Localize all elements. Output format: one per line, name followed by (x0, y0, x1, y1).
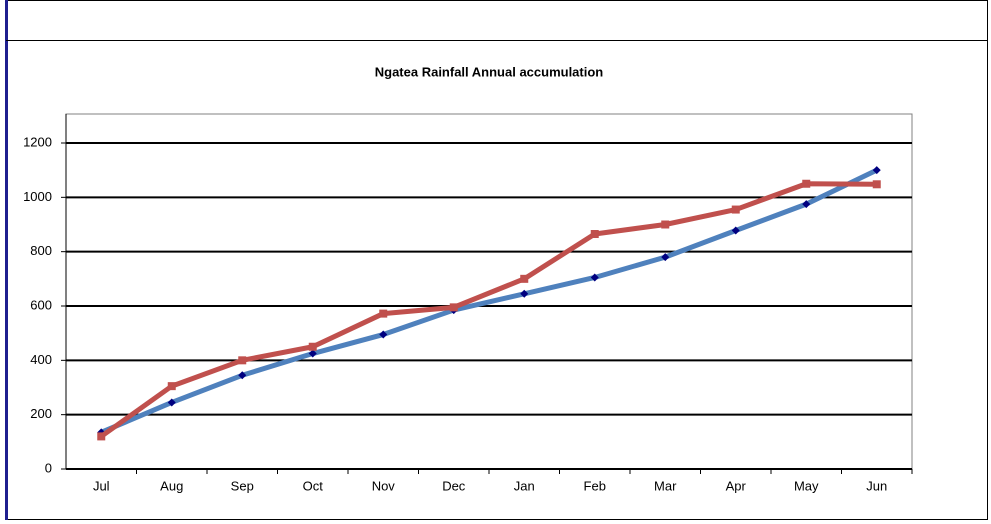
marker (449, 303, 458, 312)
series-line (99, 181, 877, 439)
x-tick-label: Nov (372, 478, 396, 493)
y-tick-label: 600 (30, 297, 52, 312)
x-tick-label: Sep (231, 478, 254, 493)
marker (661, 220, 670, 229)
marker (731, 226, 740, 235)
marker (872, 180, 881, 189)
marker (731, 205, 740, 214)
marker (238, 356, 247, 365)
x-tick-label: Oct (303, 478, 324, 493)
marker (520, 289, 529, 298)
marker (379, 309, 388, 318)
marker (661, 253, 670, 262)
y-tick-label: 800 (30, 243, 52, 258)
y-tick-label: 0 (45, 460, 52, 475)
x-tick-label: Mar (654, 478, 677, 493)
marker (97, 432, 106, 441)
marker (802, 200, 811, 209)
x-tick-label: Jul (93, 478, 110, 493)
marker (590, 273, 599, 282)
series-line (100, 167, 878, 435)
marker (379, 330, 388, 339)
y-tick-label: 200 (30, 406, 52, 421)
y-tick-label: 1200 (23, 134, 52, 149)
marker (308, 342, 317, 351)
marker (802, 179, 811, 188)
x-tick-label: Aug (160, 478, 183, 493)
frame (6, 0, 988, 520)
marker (590, 230, 599, 239)
x-tick-label: Dec (442, 478, 466, 493)
marker (872, 166, 881, 175)
x-tick-label: May (794, 478, 819, 493)
y-tick-label: 1000 (23, 189, 52, 204)
marker (238, 371, 247, 380)
x-tick-label: Jan (514, 478, 535, 493)
marker (167, 382, 176, 391)
x-tick-label: Jun (866, 478, 887, 493)
x-tick-label: Feb (584, 478, 606, 493)
marker (520, 274, 529, 283)
chart-title: Ngatea Rainfall Annual accumulation (375, 64, 604, 79)
marker (308, 349, 317, 358)
y-tick-label: 400 (30, 352, 52, 367)
x-tick-label: Apr (726, 478, 747, 493)
marker (167, 398, 176, 407)
